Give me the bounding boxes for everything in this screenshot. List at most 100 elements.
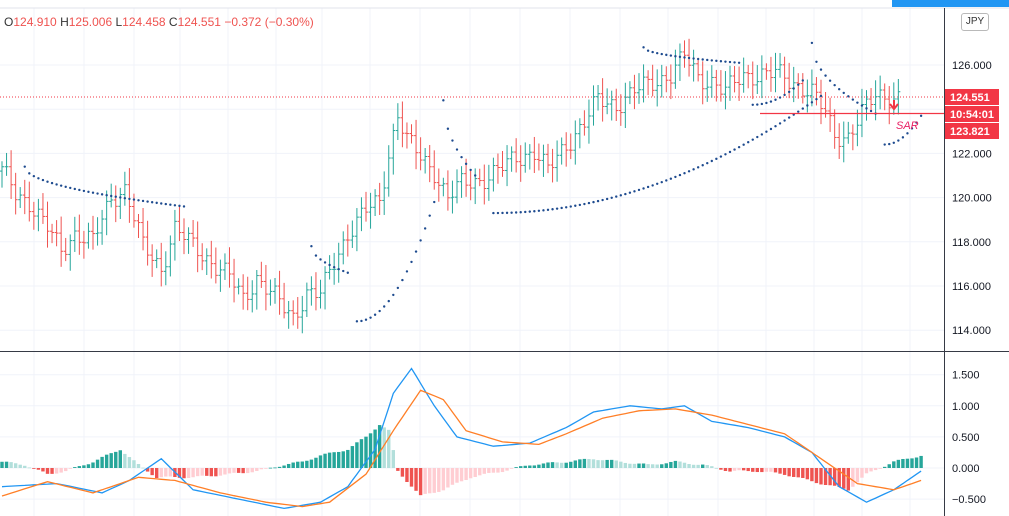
histogram-bar bbox=[214, 468, 218, 477]
histogram-bar bbox=[837, 468, 841, 487]
sar-dot bbox=[737, 145, 741, 149]
sar-dot bbox=[646, 49, 650, 52]
histogram-bar bbox=[487, 468, 491, 473]
macd-tick-label: −0.500 bbox=[952, 494, 986, 506]
sar-dot bbox=[337, 267, 340, 271]
histogram-bar bbox=[32, 468, 36, 469]
ohlc-bar bbox=[709, 65, 714, 98]
sar-dot bbox=[678, 55, 682, 59]
ohlc-bar bbox=[104, 190, 109, 236]
ohlc-bar bbox=[313, 272, 318, 311]
histogram-bar bbox=[478, 468, 482, 476]
down-arrow-icon bbox=[889, 100, 899, 111]
ohlc-bar bbox=[354, 208, 359, 252]
histogram-bar bbox=[27, 467, 31, 469]
ohlc-bar bbox=[464, 158, 469, 197]
sar-dot bbox=[442, 99, 445, 102]
sar-dot bbox=[496, 211, 500, 215]
ohlc-bar bbox=[200, 243, 205, 271]
histogram-bar bbox=[864, 468, 869, 474]
histogram-bar bbox=[59, 468, 63, 473]
sar-dot bbox=[633, 190, 636, 193]
sar-dot bbox=[514, 211, 518, 214]
histogram-bar bbox=[86, 464, 91, 468]
histogram-bar bbox=[873, 468, 878, 471]
histogram-bar bbox=[710, 466, 714, 468]
sar-dot bbox=[624, 192, 627, 196]
sar-dot bbox=[774, 125, 777, 128]
ohlc-bar bbox=[677, 43, 682, 81]
ohlc-bar bbox=[732, 66, 737, 93]
ohlc-bar bbox=[95, 217, 100, 246]
sar-dot bbox=[847, 95, 850, 98]
histogram-bar bbox=[400, 468, 405, 477]
sar-dot bbox=[715, 59, 718, 63]
histogram-bar bbox=[232, 468, 236, 473]
ohlc-bar bbox=[68, 234, 73, 271]
sar-dot bbox=[423, 227, 427, 230]
macd-histogram bbox=[0, 425, 923, 496]
ohlc-bar bbox=[291, 300, 296, 326]
sar-dot bbox=[637, 188, 641, 192]
ohlc-bar bbox=[655, 69, 660, 107]
sar-dot bbox=[706, 161, 709, 165]
histogram-bar bbox=[751, 468, 755, 472]
ohlc-bar bbox=[532, 136, 537, 174]
histogram-bar bbox=[18, 464, 22, 468]
sar-dot bbox=[114, 195, 117, 198]
histogram-bar bbox=[205, 468, 209, 476]
ohlc-bar bbox=[718, 70, 723, 102]
ohlc-bar bbox=[259, 261, 264, 288]
histogram-bar bbox=[523, 465, 527, 468]
ohlc-bar bbox=[586, 99, 591, 144]
ohlc-bar bbox=[318, 279, 323, 309]
ohlc-bar bbox=[268, 279, 273, 306]
ohlc-bar bbox=[191, 220, 196, 247]
histogram-bar bbox=[323, 453, 327, 468]
ohlc-bar bbox=[573, 120, 578, 165]
ohlc-bar bbox=[209, 240, 214, 279]
last-price-label: 124.551 bbox=[950, 92, 990, 104]
histogram-bar bbox=[241, 468, 245, 474]
histogram-bar bbox=[905, 458, 910, 468]
histogram-bar bbox=[637, 463, 641, 468]
histogram-bar bbox=[842, 468, 846, 489]
sar-dot bbox=[833, 83, 836, 87]
sar-dot bbox=[155, 201, 158, 205]
histogram-bar bbox=[68, 468, 72, 469]
sar-dot bbox=[815, 60, 818, 64]
sar-dot bbox=[91, 191, 95, 194]
sar-dot bbox=[119, 196, 122, 199]
histogram-bar bbox=[259, 468, 264, 470]
ohlc-bar bbox=[213, 247, 218, 284]
ohlc-bar bbox=[846, 121, 851, 144]
price-tick-label: 114.000 bbox=[952, 325, 991, 337]
histogram-bar bbox=[255, 468, 259, 471]
histogram-bar bbox=[200, 468, 204, 476]
sar-dot bbox=[578, 203, 582, 207]
bar-timer-label: 10:54:01 bbox=[950, 109, 994, 121]
sar-dot bbox=[524, 210, 527, 214]
histogram-bar bbox=[264, 468, 268, 469]
histogram-bar bbox=[286, 463, 291, 468]
sar-dot bbox=[392, 293, 395, 297]
ohlc-bar bbox=[809, 69, 814, 107]
ohlc-bar bbox=[81, 230, 86, 259]
histogram-bar bbox=[641, 463, 646, 468]
histogram-bar bbox=[650, 464, 655, 468]
sar-dot bbox=[419, 239, 422, 242]
ohlc-bar bbox=[505, 145, 510, 187]
sar-dot bbox=[815, 97, 818, 101]
ohlc-bar bbox=[441, 177, 446, 197]
sar-dot bbox=[692, 57, 695, 60]
ohlc-bar bbox=[486, 164, 491, 201]
ohlc-bar bbox=[77, 214, 82, 255]
sar-dot bbox=[332, 265, 336, 269]
histogram-bar bbox=[919, 455, 923, 468]
ohlc-bar bbox=[163, 251, 168, 286]
sar-dot bbox=[23, 165, 26, 168]
currency-button[interactable]: JPY bbox=[961, 13, 989, 31]
histogram-bar bbox=[327, 452, 332, 468]
histogram-bar bbox=[118, 450, 122, 468]
